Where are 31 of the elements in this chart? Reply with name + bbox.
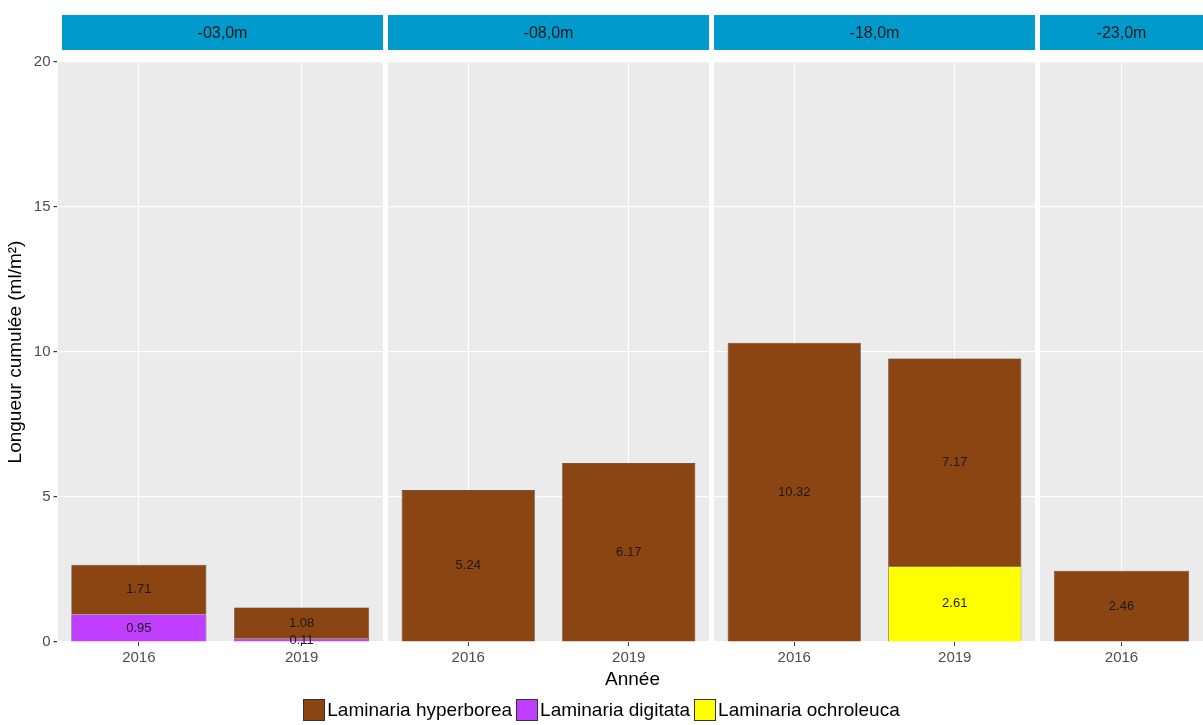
x-tick-label: 2019 [612, 648, 646, 666]
legend-label: Laminaria digitata [540, 699, 691, 721]
data-label: 0.95 [126, 619, 152, 635]
y-tick-label: 20 [33, 52, 51, 70]
chart-title: -18,0m [714, 15, 1035, 50]
data-label: 0.11 [289, 631, 314, 647]
chart-title: -03,0m [62, 15, 383, 50]
y-tick-label: 5 [42, 487, 51, 505]
data-label: 1.71 [126, 581, 152, 597]
chart-title: -08,0m [388, 15, 709, 50]
y-tick-label: 10 [33, 342, 51, 360]
data-label: 6.17 [616, 543, 642, 559]
chart-title: -23,0m [1040, 15, 1203, 50]
x-tick-label: 2016 [451, 648, 485, 666]
x-tick-label: 2016 [122, 648, 156, 666]
x-axis-title: Année [604, 668, 661, 690]
data-label: 10.32 [777, 483, 811, 499]
x-tick-label: 2019 [284, 648, 319, 666]
y-tick-label: 15 [33, 197, 51, 215]
x-tick-label: 2016 [777, 648, 811, 666]
data-label: 7.17 [942, 453, 968, 469]
data-label: 2.61 [942, 595, 968, 611]
x-tick-label: 2016 [1104, 648, 1139, 666]
legend-label: Laminaria ochroleuca [718, 699, 900, 721]
data-label: 2.46 [1108, 597, 1135, 613]
x-tick-label: 2019 [938, 648, 972, 666]
data-label: 1.08 [288, 614, 315, 630]
y-axis-title: Longueur cumulée (ml/m²) [3, 240, 25, 464]
data-label: 5.24 [455, 557, 481, 573]
legend-label: Laminaria hyperborea [327, 699, 513, 721]
y-tick-label: 0 [42, 632, 51, 650]
